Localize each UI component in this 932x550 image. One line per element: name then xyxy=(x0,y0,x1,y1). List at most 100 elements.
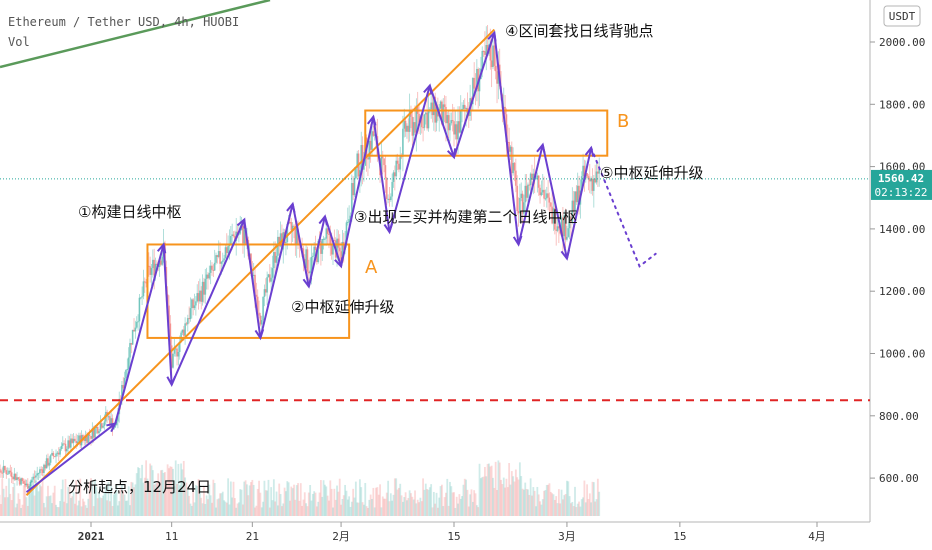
volume-bar xyxy=(186,487,189,516)
volume-bar xyxy=(537,494,540,516)
volume-bar xyxy=(125,500,127,516)
volume-bar xyxy=(184,477,187,516)
volume-bar xyxy=(337,491,340,516)
volume-bar xyxy=(367,507,369,516)
projection-path xyxy=(590,146,657,268)
volume-bar xyxy=(407,498,410,516)
volume-bar xyxy=(177,463,180,516)
volume-bar xyxy=(51,503,53,516)
candle-body xyxy=(242,226,244,244)
candle-body xyxy=(63,443,66,445)
candle-body xyxy=(129,343,131,358)
candle-body xyxy=(342,241,345,250)
volume-bar xyxy=(286,481,289,516)
volume-bar xyxy=(5,485,8,516)
volume-bar xyxy=(354,481,357,516)
volume-bar xyxy=(490,465,493,516)
candle-body xyxy=(289,221,291,223)
candle-body xyxy=(513,162,516,171)
candle-body xyxy=(110,418,113,426)
candle-body xyxy=(400,156,403,158)
candle-body xyxy=(478,78,481,92)
candle-body xyxy=(229,236,232,244)
structure-segment xyxy=(541,144,568,259)
candle-body xyxy=(463,104,466,109)
candle-body xyxy=(194,301,197,306)
volume-bar xyxy=(232,481,235,516)
price-axis-panel[interactable] xyxy=(870,0,932,550)
volume-bar xyxy=(418,502,420,516)
candle-body xyxy=(471,77,474,105)
volume-bar xyxy=(408,490,411,516)
candle-body xyxy=(43,464,45,473)
volume-bar xyxy=(246,484,248,516)
volume-bar xyxy=(55,504,57,516)
volume-bar xyxy=(240,489,243,516)
volume-bar xyxy=(180,463,182,516)
volume-bar xyxy=(360,487,363,516)
volume-bar xyxy=(196,486,199,516)
candle-body xyxy=(204,278,207,295)
volume-bar xyxy=(147,481,150,516)
candle-body xyxy=(407,125,410,132)
candle-body xyxy=(122,384,125,389)
volume-bar xyxy=(514,469,517,516)
volume-bar xyxy=(225,502,228,516)
candle-body xyxy=(28,486,31,489)
volume-bar xyxy=(410,493,412,516)
candle-body xyxy=(2,465,5,473)
candle-body xyxy=(403,120,406,129)
volume-bar xyxy=(100,498,103,516)
candle-body xyxy=(185,323,188,325)
volume-bar xyxy=(260,507,263,516)
volume-bar xyxy=(272,479,275,516)
structure-segment xyxy=(340,116,375,267)
volume-bar xyxy=(52,492,55,516)
volume-bar xyxy=(60,489,63,516)
candle-body xyxy=(596,171,599,174)
candle-body xyxy=(182,329,185,336)
volume-bar xyxy=(411,496,414,516)
candle-body xyxy=(539,187,541,196)
candle-body xyxy=(410,111,412,117)
candle-body xyxy=(99,423,102,432)
volume-bar xyxy=(432,491,435,516)
candle-body xyxy=(563,215,566,237)
candle-body xyxy=(114,425,117,428)
volume-bar xyxy=(562,499,564,516)
candle-body xyxy=(385,177,388,199)
candle-body xyxy=(178,341,181,353)
candle-body xyxy=(95,426,98,429)
volume-bar xyxy=(342,495,345,516)
volume-bar xyxy=(293,484,295,516)
volume-bar xyxy=(540,504,543,516)
currency-badge[interactable] xyxy=(883,5,921,27)
volume-bar xyxy=(142,482,145,516)
volume-bar xyxy=(496,489,498,516)
volume-bar xyxy=(453,492,455,516)
candle-body xyxy=(481,51,484,69)
volume-bar xyxy=(274,501,277,516)
candle-body xyxy=(13,473,16,480)
volume-bar xyxy=(527,489,529,516)
candle-body xyxy=(78,435,80,442)
candle-body xyxy=(387,198,390,200)
candle-body xyxy=(161,256,164,265)
candle-body xyxy=(86,435,88,443)
volume-bar xyxy=(559,503,562,516)
plot-area[interactable] xyxy=(0,0,870,522)
candle-body xyxy=(290,222,293,231)
candle-body xyxy=(358,170,361,177)
volume-bar xyxy=(481,477,484,516)
candle-body xyxy=(333,240,336,242)
candle-body xyxy=(153,259,156,276)
volume-bar xyxy=(189,503,192,516)
volume-bar xyxy=(237,502,240,516)
volume-bar xyxy=(40,486,43,516)
volume-bar xyxy=(497,460,500,516)
volume-bar xyxy=(291,488,294,516)
volume-bar xyxy=(266,490,269,516)
volume-bar xyxy=(236,503,239,516)
